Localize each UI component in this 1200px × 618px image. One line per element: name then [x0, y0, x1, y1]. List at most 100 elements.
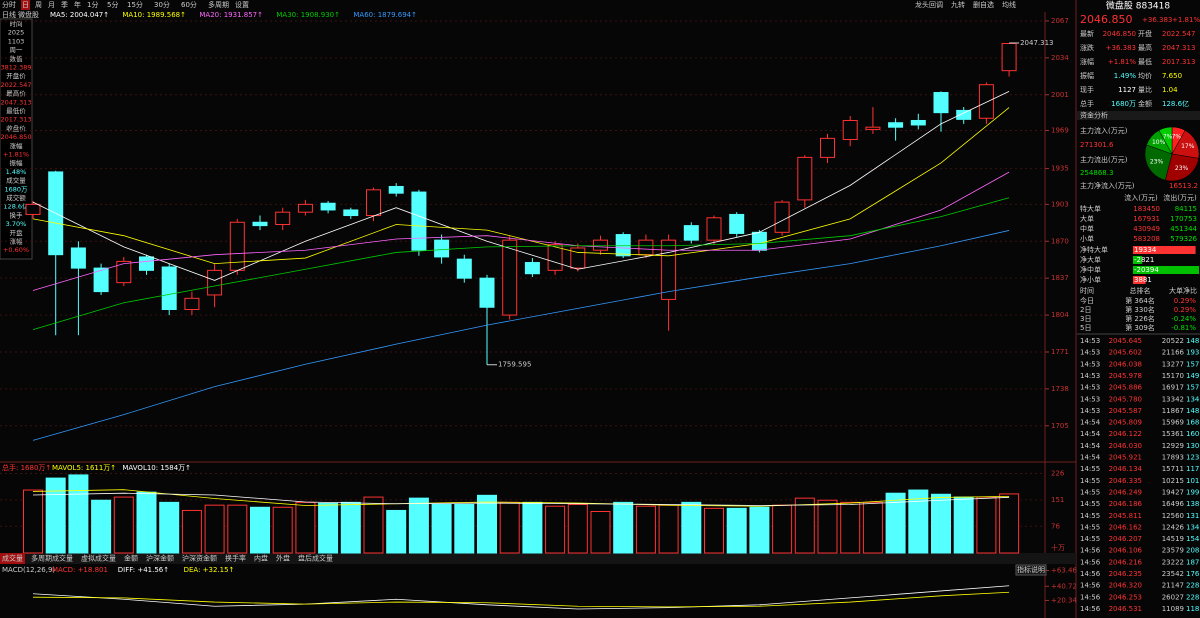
- volume-bar: [840, 501, 861, 554]
- tick-time: 14:53: [1080, 395, 1100, 403]
- toolbar-button[interactable]: 均线: [1002, 0, 1016, 9]
- pie-slice: [1164, 153, 1199, 182]
- toolbar-button[interactable]: 龙头回调: [915, 0, 943, 9]
- quote-label: 涨幅: [1080, 57, 1094, 66]
- toolbar-tab[interactable]: 多周期: [208, 0, 229, 9]
- tick-count: 168: [1186, 419, 1199, 427]
- candle-body: [933, 92, 949, 114]
- candle-body: [524, 262, 540, 275]
- indicator-tab[interactable]: 沪深金额: [146, 554, 174, 563]
- toolbar-button[interactable]: 删自选: [973, 0, 994, 9]
- candle-body: [139, 256, 154, 271]
- tick-price: 2046.249: [1109, 488, 1142, 496]
- tick-price: 2046.134: [1109, 465, 1143, 473]
- info-item: 最低价: [6, 106, 26, 115]
- table-label: 特大单: [1080, 204, 1101, 213]
- funds-value: 16513.2: [1169, 182, 1198, 190]
- toolbar-tab[interactable]: 年: [74, 0, 81, 9]
- tick-price: 2046.216: [1109, 558, 1143, 566]
- volume-bar: [181, 509, 202, 554]
- volume-bar: [318, 502, 339, 554]
- toolbar-tab[interactable]: 60分: [181, 0, 197, 9]
- volume-bar: [204, 504, 225, 554]
- line: [32, 230, 1010, 441]
- pie-label: 23%: [1175, 165, 1189, 172]
- toolbar-tab[interactable]: 季: [61, 0, 68, 9]
- y-tick-label: 1903: [1051, 200, 1069, 208]
- tick-volume: 12560: [1162, 512, 1184, 520]
- rank-period: 今日: [1080, 296, 1094, 305]
- indicator-tab[interactable]: 金额: [124, 554, 138, 563]
- tick-count: 228: [1186, 593, 1199, 601]
- tick-count: 149: [1186, 372, 1199, 380]
- quote-value: 2047.313: [1162, 44, 1195, 52]
- tick-price: 2046.207: [1109, 535, 1142, 543]
- volume-bar: [431, 503, 452, 554]
- button-frame: [1015, 564, 1047, 576]
- table-value: 84115: [1175, 205, 1197, 213]
- pie-label: 17%: [1181, 143, 1195, 150]
- y-tick-label: 1870: [1051, 237, 1069, 245]
- volume-bar: [794, 497, 815, 554]
- tick-time: 14:55: [1080, 465, 1100, 473]
- volume-bar: [658, 504, 679, 554]
- table-value: 583208: [1133, 235, 1160, 243]
- indicator-tab[interactable]: 虚拟成交量: [81, 554, 116, 563]
- tick-price: 2045.978: [1109, 372, 1142, 380]
- indicator-tab[interactable]: 多周期成交量: [31, 554, 73, 563]
- indicator-tab[interactable]: 换手率: [225, 554, 246, 563]
- tick-time: 14:54: [1080, 430, 1101, 438]
- toolbar-tab[interactable]: 1分: [87, 0, 98, 9]
- tick-time: 14:53: [1080, 337, 1100, 345]
- macd-label: DIFF: +41.56↑: [118, 566, 169, 574]
- volume-bar: [953, 496, 974, 554]
- toolbar-button[interactable]: 九转: [951, 0, 965, 9]
- volume-bar: [772, 504, 793, 554]
- volume-bar: [250, 506, 270, 554]
- pie-label: 10%: [1152, 139, 1166, 146]
- tick-price: 2045.645: [1109, 337, 1142, 345]
- rank-value: 第 226名: [1125, 314, 1155, 323]
- tick-time: 14:56: [1080, 605, 1101, 613]
- indicator-help-button[interactable]: 指标说明: [1017, 565, 1045, 574]
- toolbar-tab[interactable]: 月: [48, 1, 55, 9]
- table-label: 中单: [1080, 224, 1094, 233]
- toolbar-tab[interactable]: 5分: [107, 0, 118, 9]
- tick-volume: 20522: [1162, 337, 1184, 345]
- info-item: 3.70%: [6, 220, 27, 228]
- tick-price: 2045.921: [1109, 454, 1142, 462]
- tick-count: 117: [1186, 465, 1199, 473]
- toolbar-tab[interactable]: 15分: [127, 0, 143, 9]
- toolbar-tab[interactable]: 30分: [154, 0, 170, 9]
- info-item: 时间: [10, 19, 23, 28]
- tick-time: 14:53: [1080, 372, 1100, 380]
- volume-bar: [340, 501, 361, 554]
- rank-ratio: -0.24%: [1171, 315, 1196, 323]
- legend-entry: MA60: 1879.694↑: [353, 11, 417, 19]
- tick-count: 199: [1186, 488, 1199, 496]
- y-tick-label: 1771: [1051, 348, 1069, 356]
- line: [32, 585, 1010, 610]
- pie-slice: [1158, 126, 1173, 155]
- tick-volume: 12929: [1162, 442, 1184, 450]
- tick-time: 14:53: [1080, 349, 1100, 357]
- line: [32, 492, 1010, 506]
- toolbar-tab[interactable]: 周: [35, 1, 42, 9]
- indicator-tab[interactable]: 沪深资金额: [182, 554, 217, 563]
- funds-label: 主力流出(万元): [1080, 155, 1128, 164]
- toolbar-tab[interactable]: 分时: [2, 0, 16, 9]
- legend-entry: MA5: 2004.047↑: [50, 11, 109, 19]
- indicator-tab[interactable]: 内盘: [254, 554, 268, 563]
- quote-label: 最高: [1138, 43, 1152, 52]
- indicator-tab[interactable]: 成交量: [2, 554, 23, 563]
- tick-count: 138: [1186, 500, 1199, 508]
- indicator-tab[interactable]: 外盘: [276, 554, 290, 563]
- toolbar-tab[interactable]: 设置: [235, 0, 249, 9]
- candle-body: [888, 122, 904, 128]
- toolbar-tab[interactable]: 日: [22, 1, 29, 9]
- candle-body: [275, 211, 291, 225]
- quote-label: 均价: [1138, 71, 1152, 80]
- info-item: 2046.850: [0, 133, 31, 141]
- candle-body: [434, 239, 450, 258]
- indicator-tab[interactable]: 盘后成交量: [298, 554, 333, 563]
